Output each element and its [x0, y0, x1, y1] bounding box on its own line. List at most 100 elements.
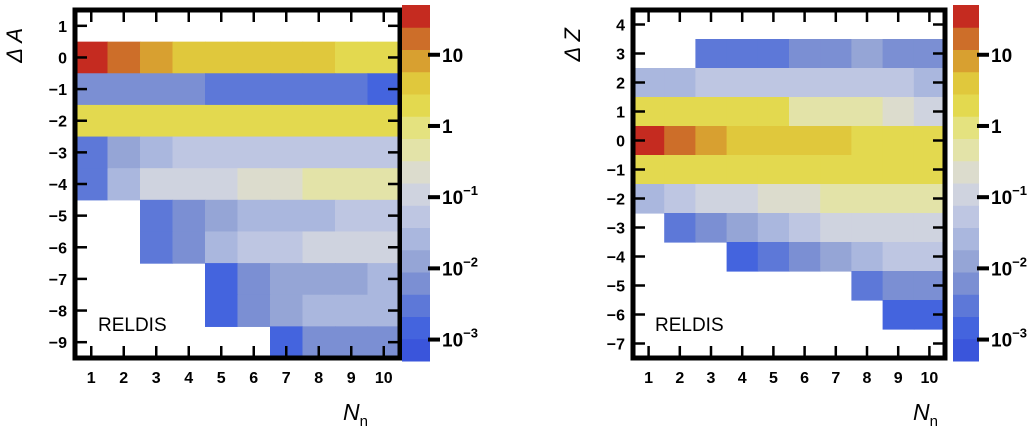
heatmap-cell [758, 97, 790, 127]
heatmap-cell [335, 42, 368, 74]
colorbar-segment [402, 27, 430, 50]
colorbar-tick-label: 1 [442, 117, 453, 138]
heatmap-cell [727, 39, 759, 69]
colorbar-tick-label: 10 [442, 46, 463, 67]
heatmap-cell [270, 168, 303, 200]
heatmap-cell [851, 184, 883, 214]
colorbar-segment [402, 72, 430, 95]
x-tick-label: 1 [644, 370, 653, 387]
heatmap-panel-delta-z: 1 2 3 4 5 6 7 8 9 10 43210−1−2−3−4−5−6−7 Δ Z Nn R… [560, 5, 1027, 429]
heatmap-cell [727, 68, 759, 98]
heatmap-cell [664, 155, 696, 185]
colorbar-tick-label: 10−2 [442, 254, 478, 280]
x-tick-label: 10 [921, 370, 939, 387]
x-tick-label: 4 [184, 370, 193, 387]
y-tick-label: −1 [607, 163, 625, 180]
colorbar-segment [953, 116, 979, 139]
heatmap-cell [758, 155, 790, 185]
heatmap-cell [851, 242, 883, 272]
colorbar-segment [953, 27, 979, 50]
y-tick-label: −5 [49, 209, 67, 226]
y-tick-label: 1 [58, 19, 67, 36]
x-tick-label: 10 [375, 370, 393, 387]
heatmap-cell [695, 213, 727, 243]
heatmap-cell [238, 168, 271, 200]
heatmap-cell [140, 137, 173, 169]
colorbar-segment [953, 139, 979, 162]
heatmap-cell [664, 184, 696, 214]
heatmap-cell [108, 168, 141, 200]
heatmap-cell [727, 184, 759, 214]
colorbar-tick-label: 10 [991, 46, 1012, 67]
x-axis-label: Nn [913, 399, 938, 429]
x-tick-label: 7 [831, 370, 840, 387]
y-tick-label: −6 [49, 240, 67, 257]
heatmap-cell [238, 231, 271, 263]
colorbar-segment [402, 50, 430, 73]
heatmap-cell [205, 231, 238, 263]
heatmap-cell [303, 168, 336, 200]
heatmap-cell [820, 97, 852, 127]
colorbar-segment [402, 161, 430, 184]
colorbar-segment [402, 294, 430, 317]
x-tick-label: 8 [863, 370, 872, 387]
heatmap-cell [820, 155, 852, 185]
heatmap-cell [335, 105, 368, 137]
heatmap-cell [173, 168, 206, 200]
heatmap-cell [883, 271, 915, 301]
heatmap-cell [270, 73, 303, 105]
x-tick-labels: 1 2 3 4 5 6 7 8 9 10 [644, 370, 938, 387]
colorbar-tick-label: 10−1 [442, 183, 478, 209]
heatmap-cell [851, 155, 883, 185]
x-tick-label: 5 [769, 370, 778, 387]
heatmap-cell [335, 231, 368, 263]
heatmap-cell [238, 263, 271, 295]
heatmap-cell [270, 137, 303, 169]
heatmap-cell [758, 242, 790, 272]
heatmap-cell [140, 42, 173, 74]
heatmap-cells [633, 39, 946, 330]
colorbar-tick-label: 10−3 [442, 326, 478, 352]
y-tick-label: −2 [49, 114, 67, 131]
y-tick-labels: 1 0 −1 −2 −3 −4 −5 −6 −7 −8 −9 [49, 19, 67, 352]
colorbar-segment [953, 183, 979, 206]
heatmap-cell [173, 73, 206, 105]
heatmap-cell [238, 200, 271, 232]
colorbar-segment [402, 250, 430, 273]
heatmap-cell [238, 295, 271, 327]
heatmap-cell [758, 184, 790, 214]
x-tick-label: 3 [152, 370, 161, 387]
y-tick-label: −7 [607, 337, 625, 354]
heatmap-cell [173, 200, 206, 232]
heatmap-cell [820, 68, 852, 98]
annotation-reldis: RELDIS [655, 315, 724, 336]
heatmap-cell [695, 126, 727, 156]
heatmap-cell [789, 68, 821, 98]
heatmap-cell [727, 155, 759, 185]
colorbar-segment [402, 139, 430, 162]
heatmap-cell [664, 68, 696, 98]
heatmap-cell [883, 184, 915, 214]
heatmap-panel-delta-a: 1 2 3 4 5 6 7 8 9 10 10−1−2−3−4−5−6−7−8−9 Δ A Nn … [2, 5, 478, 429]
heatmap-cell [851, 213, 883, 243]
y-tick-labels: 43210−1−2−3−4−5−6−7 [607, 18, 625, 354]
heatmap-cell [727, 126, 759, 156]
x-tick-labels: 1 2 3 4 5 6 7 8 9 10 [87, 370, 393, 387]
heatmap-cell [205, 200, 238, 232]
y-tick-label: −4 [49, 177, 67, 194]
colorbar-segment [953, 5, 979, 28]
colorbar-segment [953, 94, 979, 117]
colorbar-segment [953, 272, 979, 295]
y-tick-label: −2 [607, 192, 625, 209]
x-axis-label: Nn [343, 399, 368, 429]
heatmap-cell [270, 200, 303, 232]
heatmap-cell [205, 263, 238, 295]
heatmap-cell [270, 105, 303, 137]
heatmap-cell [883, 300, 915, 330]
colorbar-segment [953, 250, 979, 273]
heatmap-cell [335, 295, 368, 327]
colorbar-segment [402, 94, 430, 117]
x-tick-label: 3 [707, 370, 716, 387]
heatmap-cell [140, 168, 173, 200]
